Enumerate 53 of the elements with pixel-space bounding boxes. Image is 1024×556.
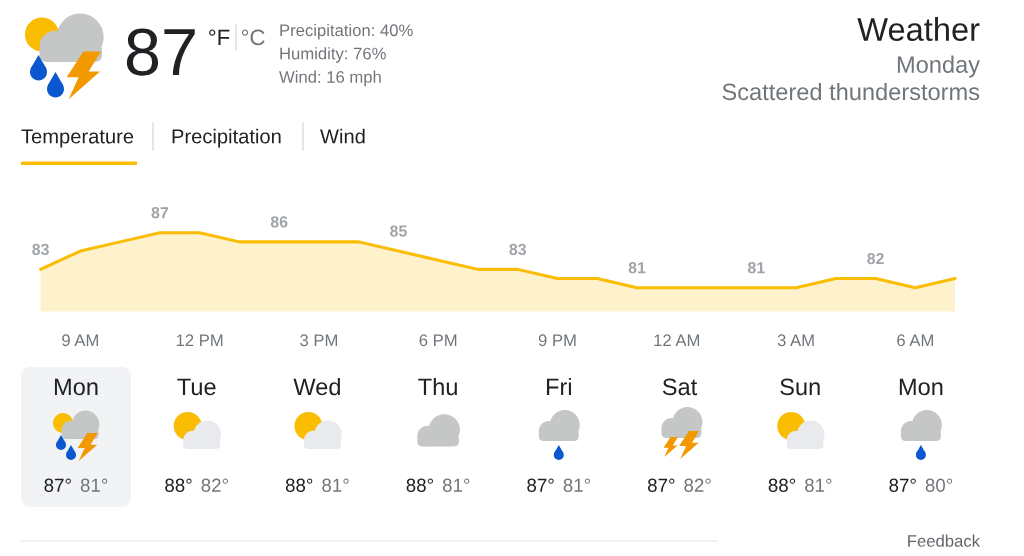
annotation: 88° [768, 478, 796, 492]
annotation: 80° [925, 478, 953, 492]
category-label: Mon [54, 378, 98, 396]
x-tick-label: 9 PM [538, 334, 576, 347]
annotation: 81° [805, 478, 832, 492]
category-label: Sun [780, 378, 820, 396]
x-tick-label: 3 AM [777, 334, 814, 347]
text: Weather [857, 17, 980, 42]
annotation: 82° [684, 478, 711, 492]
annotation: Feedback [908, 534, 981, 547]
annotation: 88° [285, 478, 313, 492]
data-label: 81 [628, 262, 646, 274]
annotation: 81° [563, 478, 591, 492]
category-label: Mon [899, 378, 943, 396]
category-label: Thu [418, 377, 457, 396]
category-label: Tue [177, 378, 216, 396]
text: Wind [320, 128, 365, 144]
annotation: 88° [406, 478, 433, 492]
data-label: 87 [151, 207, 169, 219]
data-label: 81 [747, 262, 765, 274]
category-label: Wed [293, 377, 340, 396]
x-tick-label: 12 AM [654, 334, 700, 347]
text: 87 [126, 28, 195, 76]
category-label: Fri [546, 377, 571, 395]
data-label: 85 [390, 225, 407, 237]
x-tick-label: 3 PM [300, 334, 337, 347]
text: °C [241, 29, 265, 46]
annotation: 81° [80, 478, 108, 492]
data-label: 86 [270, 216, 288, 228]
text: Monday [897, 55, 980, 78]
text: °F [209, 29, 230, 45]
annotation: 81° [442, 478, 470, 492]
text: Precipitation: 40% [280, 23, 413, 40]
annotation: 87° [647, 478, 675, 492]
annotation: 87° [889, 478, 916, 492]
x-tick-label: 9 AM [62, 334, 98, 347]
annotation: 87° [44, 478, 71, 492]
text: Scattered thunderstorms [722, 82, 980, 101]
text: Humidity: 76% [280, 47, 386, 63]
data-label: 83 [32, 243, 49, 256]
annotation: 82° [201, 478, 228, 492]
text: Precipitation [172, 128, 281, 148]
data-label: 82 [867, 252, 884, 265]
data-label: 83 [509, 243, 527, 256]
category-label: Sat [662, 378, 698, 396]
annotation: 87° [527, 478, 554, 492]
x-tick-label: 6 AM [897, 334, 933, 347]
x-tick-label: 12 PM [176, 334, 223, 347]
annotation: 88° [165, 478, 192, 492]
x-tick-label: 6 PM [419, 334, 457, 347]
text: Wind: 16 mph [279, 70, 381, 87]
annotation: 81° [322, 478, 349, 492]
text: Temperature [21, 129, 134, 148]
